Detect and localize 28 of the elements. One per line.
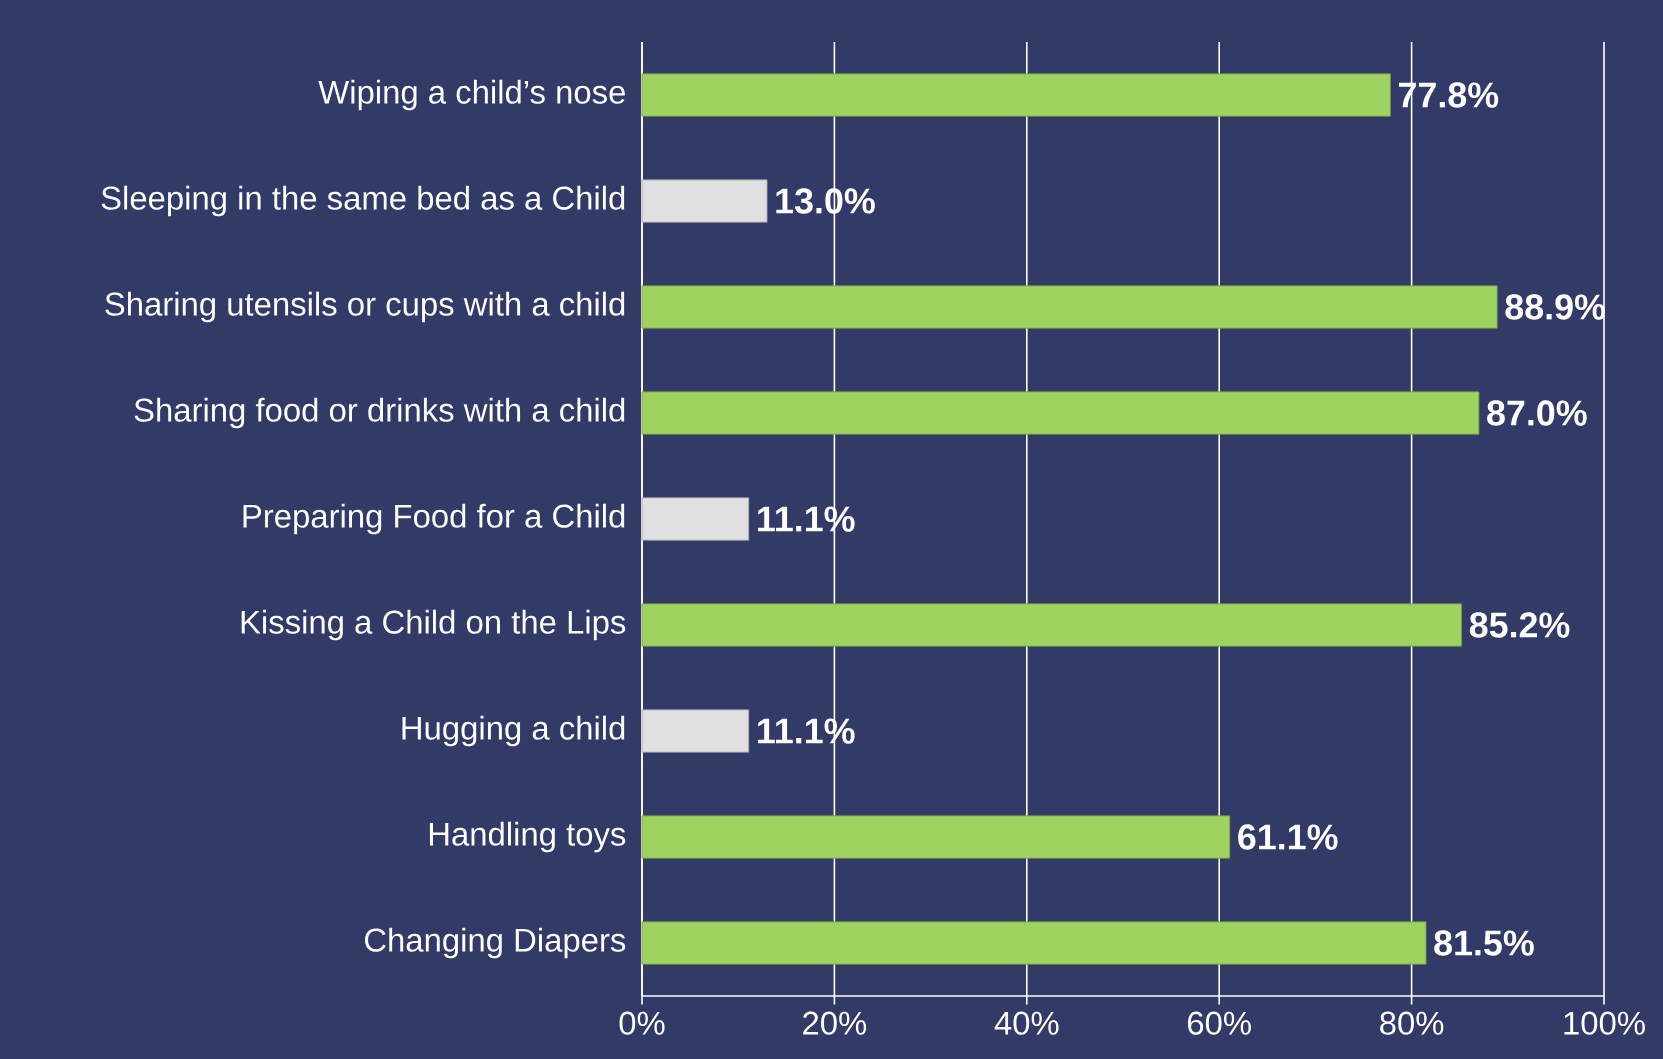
x-tick-label: 40% [994, 1011, 1059, 1035]
x-tick-label: 60% [1187, 1011, 1251, 1035]
bar [641, 391, 1480, 435]
y-tick-label: Sleeping in the same bed as a Child [101, 185, 625, 217]
y-tick-label: Wiping a child’s nose [318, 79, 625, 111]
bar [641, 179, 768, 223]
data-label: 85.2% [1469, 612, 1570, 638]
y-tick-label: Sharing food or drinks with a child [134, 397, 625, 429]
y-tick-label: Sharing utensils or cups with a child [105, 291, 625, 323]
y-tick-label: Handling toys [429, 821, 626, 853]
x-tick-label: 20% [803, 1011, 867, 1035]
bar [641, 815, 1231, 859]
x-tick-label: 0% [619, 1011, 665, 1035]
x-tick-label: 80% [1380, 1011, 1444, 1035]
data-label: 87.0% [1487, 400, 1587, 426]
bar [641, 603, 1463, 647]
bar [641, 497, 750, 541]
y-tick-label: Changing Diapers [364, 927, 626, 959]
bar [641, 285, 1498, 329]
y-tick-label: Kissing a Child on the Lips [241, 609, 626, 641]
data-label: 61.1% [1238, 824, 1338, 850]
x-tick-label: 100% [1564, 1011, 1645, 1035]
y-tick-label: Preparing Food for a Child [243, 503, 625, 535]
bar [641, 921, 1427, 965]
y-tick-label: Hugging a child [402, 715, 625, 747]
bar [641, 709, 750, 753]
data-label: 81.5% [1434, 930, 1534, 956]
bar [641, 73, 1391, 117]
